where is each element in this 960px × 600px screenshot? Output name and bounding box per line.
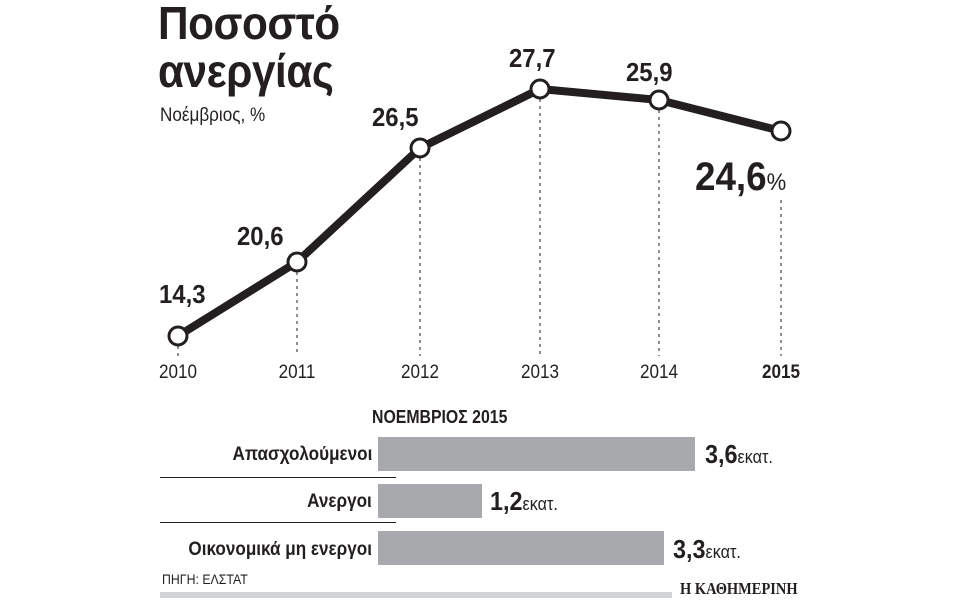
value-number: 3,6 (705, 439, 738, 469)
data-point-2012 (409, 137, 431, 159)
data-point-2010 (167, 325, 189, 347)
data-point-2015 (770, 120, 792, 142)
bar-label: Οικονομικά μη ενεργοι (188, 539, 372, 560)
chart-subtitle: Νοέμβριος, % (160, 105, 266, 126)
bar-value: 3,6εκατ. (705, 439, 773, 472)
x-label-2014: 2014 (639, 362, 679, 383)
bar-label: Ανεργοι (307, 491, 372, 512)
value-number: 3,3 (673, 534, 706, 564)
bar-unemployed (378, 484, 482, 518)
guide-lines (177, 99, 782, 356)
x-label-2012: 2012 (400, 362, 440, 383)
source-note: ΠΗΓΗ: ΕΛΣΤΑΤ (162, 571, 248, 587)
value-label-2010: 14,3 (159, 279, 206, 309)
bar-value: 3,3εκατ. (673, 534, 741, 567)
row-divider (160, 522, 396, 523)
chart-title-line2: ανεργίας (158, 45, 334, 97)
footer-rule (160, 592, 672, 598)
value-label-2014: 25,9 (626, 57, 673, 87)
data-point-2013 (529, 78, 551, 100)
x-label-2013: 2013 (520, 362, 560, 383)
value-unit: εκατ. (737, 447, 773, 467)
bar-chart-title: ΝΟΕΜΒΡΙΟΣ 2015 (372, 407, 508, 427)
bar-inactive (378, 531, 664, 565)
bar-value: 1,2εκατ. (490, 486, 558, 519)
x-label-2010: 2010 (158, 362, 198, 383)
x-label-2015: 2015 (761, 362, 801, 383)
value-label-2013: 27,7 (509, 43, 556, 73)
percent-suffix: % (766, 169, 787, 196)
unemployment-line (175, 85, 782, 340)
bar-employed (378, 437, 695, 471)
value-unit: εκατ. (522, 494, 558, 514)
value-2015: 24,6 (695, 155, 767, 199)
value-unit: εκατ. (705, 542, 741, 562)
x-label-2011: 2011 (278, 362, 316, 383)
value-label-2015: 24,6% (695, 156, 786, 204)
data-point-2014 (648, 89, 670, 111)
data-point-2011 (286, 251, 308, 273)
chart-title-line1: Ποσοστό (158, 0, 340, 49)
row-divider (160, 477, 396, 478)
value-label-2011: 20,6 (237, 221, 284, 251)
bar-label: Απασχολούμενοι (232, 444, 372, 465)
value-number: 1,2 (490, 486, 523, 516)
value-label-2012: 26,5 (372, 102, 419, 132)
publisher-logo: Η ΚΑΘΗΜΕΡΙΝΗ (680, 579, 798, 598)
